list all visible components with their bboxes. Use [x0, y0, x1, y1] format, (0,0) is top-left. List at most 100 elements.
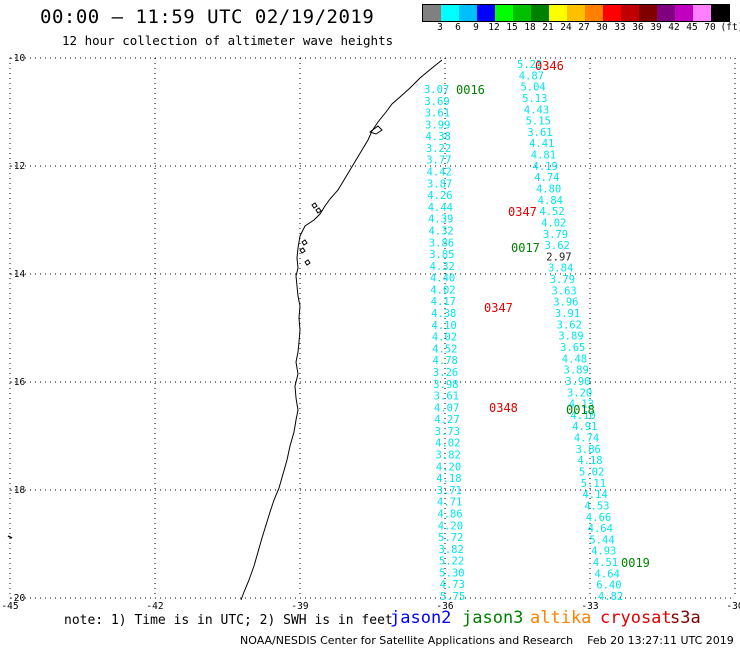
legend-tick-label: 3: [437, 22, 443, 33]
legend-swatch: [603, 5, 621, 21]
island-shape: [315, 207, 322, 214]
lon-tick-label: -45: [1, 601, 18, 612]
legend-tick-label: 36: [632, 22, 644, 33]
track-a-value: 4.78: [433, 355, 458, 367]
lon-tick-label: -39: [291, 601, 308, 612]
track-a-value: 3.22: [426, 143, 451, 155]
track-a-value: 3.73: [435, 426, 460, 438]
island-shape: [7, 535, 13, 539]
track-values: 3.073.693.613.994.383.223.774.423.874.26…: [424, 59, 623, 603]
legend-unit: (ft): [720, 22, 740, 33]
lat-tick-label: -10: [8, 53, 25, 64]
track-b-value: 5.02: [579, 466, 604, 478]
legend-tick-label: 70: [704, 22, 716, 33]
bay-shape: [368, 125, 383, 135]
lat-tick-label: -12: [8, 161, 25, 172]
track-b-value: 4.81: [531, 150, 556, 162]
track-b-value: 3.61: [527, 127, 552, 139]
legend-tick-label: 18: [524, 22, 536, 33]
track-a-value: 3.87: [427, 178, 452, 190]
track-b-value: 3.63: [551, 285, 576, 297]
wave-height-color-legend: [422, 4, 730, 22]
track-a-value: 3.71: [437, 485, 462, 497]
footer-note: note: 1) Time is in UTC; 2) SWH is in fe…: [64, 613, 393, 628]
track-pass-labels: 0346 0016 0347 0017 0347 0348 0018 0019: [456, 59, 650, 570]
track-b-value: 4.18: [577, 455, 602, 467]
track-a-value: 4.20: [436, 461, 461, 473]
track-b-value: 5.11: [581, 478, 606, 490]
pass-label: 0019: [621, 556, 650, 570]
legend-swatch: [693, 5, 711, 21]
credit-line: NOAA/NESDIS Center for Satellite Applica…: [240, 634, 734, 647]
legend-swatch: [621, 5, 639, 21]
track-a-value: 3.26: [433, 367, 458, 379]
track-b-value: 4.41: [529, 138, 554, 150]
track-a-value: 5.72: [438, 532, 463, 544]
track-a-value: 3.86: [429, 237, 454, 249]
track-b-value: 4.02: [541, 217, 566, 229]
track-a-value: 4.38: [425, 131, 450, 143]
legend-tick-label: 12: [488, 22, 500, 33]
track-b-value: 3.91: [555, 308, 580, 320]
track-b-value: 3.65: [560, 342, 585, 354]
track-b-value: 4.43: [524, 104, 549, 116]
track-a-value: 4.27: [434, 414, 459, 426]
legend-swatch: [549, 5, 567, 21]
legend-tick-label: 39: [650, 22, 662, 33]
track-b-value: 3.79: [550, 274, 575, 286]
track-b-value: 4.10: [570, 410, 595, 422]
legend-swatch: [639, 5, 657, 21]
track-a-value: 4.32: [428, 225, 453, 237]
pass-label: 0016: [456, 83, 485, 97]
legend-swatch: [459, 5, 477, 21]
track-b-value: 4.91: [572, 421, 597, 433]
track-b-value: 5.15: [526, 116, 551, 128]
track-a-value: 3.99: [425, 119, 450, 131]
track-a-value: 4.02: [432, 332, 457, 344]
track-b-value: 4.64: [588, 523, 613, 535]
lon-tick-label: -33: [581, 601, 598, 612]
track-a-value: 3.82: [439, 544, 464, 556]
axis-labels: -10 -12 -14 -16 -18 -20-45 -42 -39 -36 -33 -30: [1, 53, 740, 612]
track-b-value: 3.96: [553, 297, 578, 309]
track-b-value: 3.62: [545, 240, 570, 252]
track-a-value: 4.86: [437, 508, 462, 520]
lat-tick-label: -18: [8, 485, 25, 496]
track-b-value: 5.04: [520, 82, 545, 94]
track-a-value: 5.75: [440, 591, 465, 603]
pass-label: 0346: [535, 59, 564, 73]
track-a-value: 4.02: [430, 284, 455, 296]
track-a-value: 4.32: [430, 261, 455, 273]
pass-label: 0018: [566, 403, 595, 417]
track-b-value: 4.82: [598, 591, 623, 603]
legend-tick-label: 21: [542, 22, 554, 33]
coastline-path: [240, 59, 443, 601]
track-b-value: 4.51: [593, 557, 618, 569]
legend-swatch: [657, 5, 675, 21]
track-a-value: 4.02: [435, 438, 460, 450]
track-a-value: 4.73: [440, 579, 465, 591]
track-b-value: 3.20: [567, 387, 592, 399]
track-a-value: 3.61: [434, 391, 459, 403]
track-a-value: 4.52: [432, 343, 457, 355]
lat-tick-label: -16: [8, 377, 25, 388]
track-b-value: 3.90: [565, 376, 590, 388]
lat-tick-label: -14: [8, 269, 25, 280]
lon-tick-label: -42: [146, 601, 163, 612]
track-a-value: 4.40: [430, 273, 455, 285]
legend-swatch: [711, 5, 729, 21]
island-shape: [299, 247, 306, 254]
track-a-value: 4.39: [428, 214, 453, 226]
pass-label: 0348: [489, 401, 518, 415]
track-a-value: 4.26: [427, 190, 452, 202]
track-b-value: 4.84: [538, 195, 563, 207]
track-a-value: 4.20: [438, 520, 463, 532]
map-grid: [9, 57, 736, 599]
satellite-name-s3a: s3a: [670, 608, 701, 628]
track-a-value: 3.98: [433, 379, 458, 391]
track-b-value: 4.87: [519, 70, 544, 82]
legend-tick-label: 6: [455, 22, 461, 33]
legend-swatch: [495, 5, 513, 21]
track-b-value: 4.74: [574, 433, 599, 445]
